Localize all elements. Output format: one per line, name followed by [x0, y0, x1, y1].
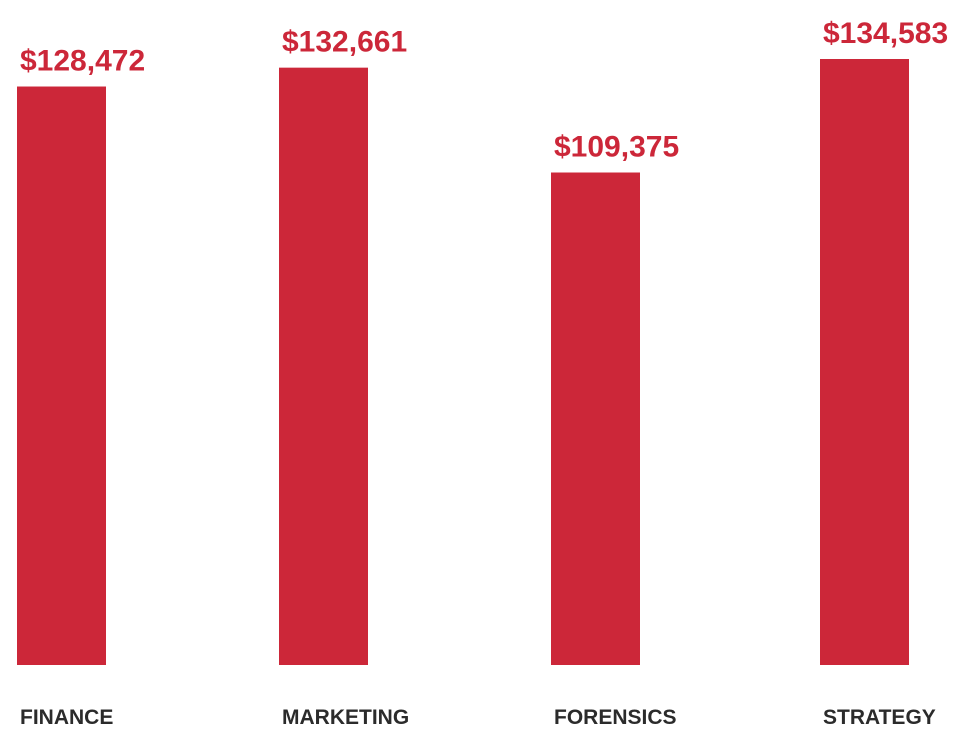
- bar: [279, 67, 368, 666]
- x-tick-label: STRATEGY: [823, 706, 936, 729]
- value-label: $128,472: [20, 45, 145, 78]
- x-tick-label: FORENSICS: [554, 706, 677, 729]
- bar: [820, 59, 909, 665]
- bar: [551, 172, 640, 665]
- x-tick-label: FINANCE: [20, 706, 113, 729]
- x-tick-label: MARKETING: [282, 706, 409, 729]
- bar: [17, 86, 106, 665]
- value-label: $134,583: [823, 17, 948, 50]
- value-label: $109,375: [554, 131, 679, 164]
- value-label: $132,661: [282, 26, 407, 59]
